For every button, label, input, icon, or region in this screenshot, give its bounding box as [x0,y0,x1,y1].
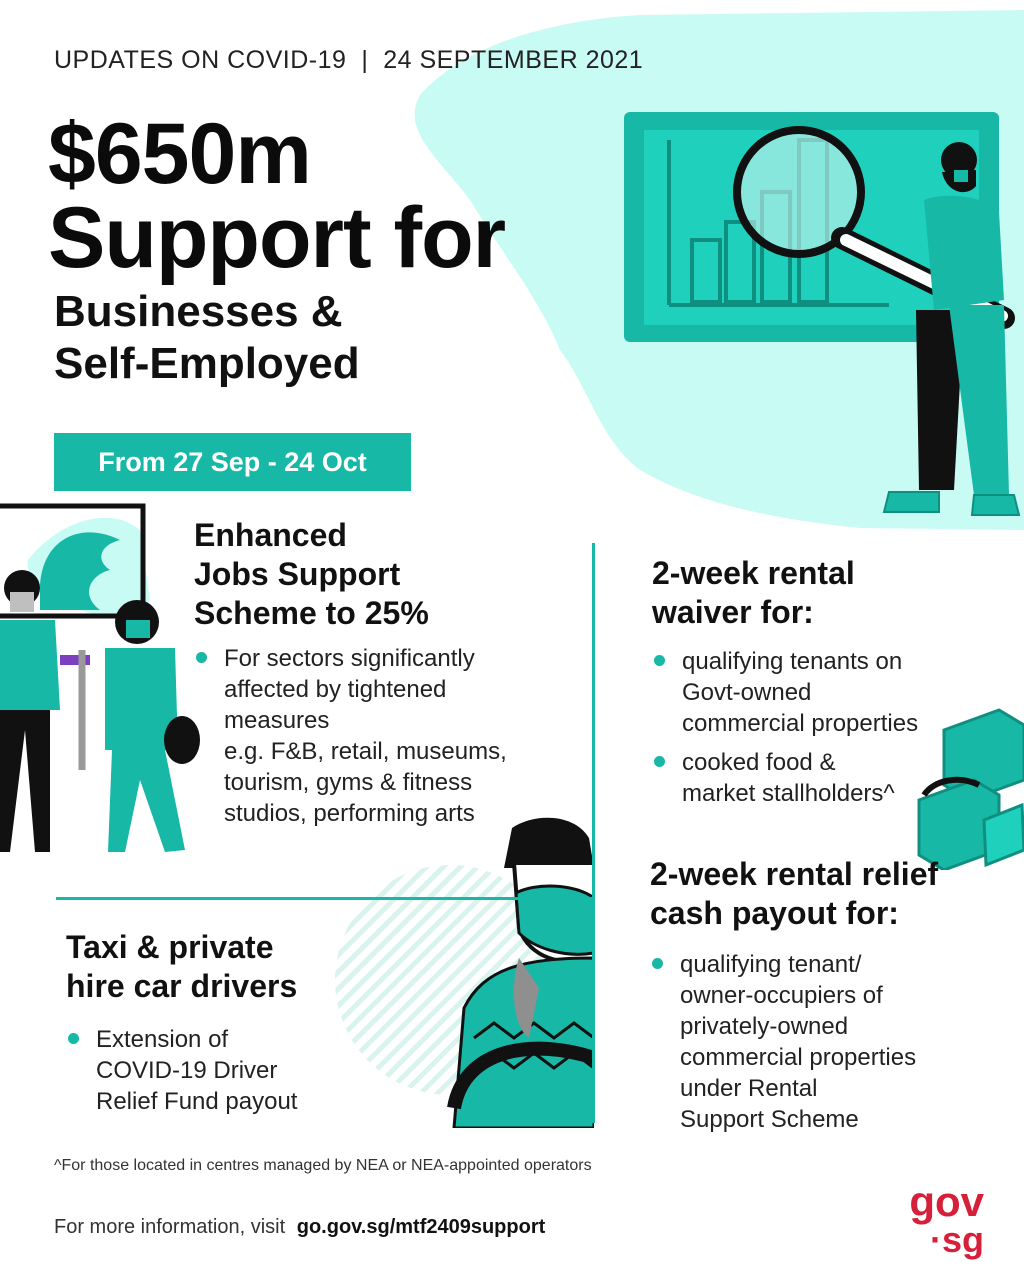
bullet-dot [654,756,665,767]
list-item: For sectors significantly affected by ti… [194,643,589,829]
taxi-section: Taxi & private hire car drivers Extensio… [66,928,366,1125]
logo-gov: gov [909,1178,984,1225]
subtitle-line1: Businesses & [54,287,343,336]
bullet-text: Extension of COVID-19 Driver Relief Fund… [96,1026,298,1115]
horizontal-divider [56,897,594,900]
jobs-support-bullets: For sectors significantly affected by ti… [194,643,589,829]
list-item: qualifying tenants on Govt-owned commerc… [652,646,972,739]
footnote: ^For those located in centres managed by… [54,1157,592,1174]
rental-relief-section: 2-week rental relief cash payout for: qu… [650,855,990,1143]
bullet-dot [68,1033,79,1044]
list-item: Extension of COVID-19 Driver Relief Fund… [66,1024,366,1117]
list-item: cooked food & market stallholders^ [652,747,972,809]
rental-waiver-section: 2-week rental waiver for: qualifying ten… [652,554,972,817]
rental-waiver-heading: 2-week rental waiver for: [652,555,855,630]
vertical-divider [592,543,595,1123]
bullet-dot [652,958,663,969]
jobs-support-heading: Enhanced Jobs Support Scheme to 25% [194,517,429,631]
update-kicker: UPDATES ON COVID-19 | 24 SEPTEMBER 2021 [54,46,644,74]
subtitle: Businesses & Self-Employed [54,286,360,390]
more-info-link[interactable]: go.gov.sg/mtf2409support [296,1216,546,1238]
logo-sg: ·sg [930,1219,984,1260]
date-range-badge: From 27 Sep - 24 Oct [54,433,411,491]
magnifier-icon [733,126,865,258]
bullet-dot [654,655,665,666]
crates-illustration [917,708,1024,870]
title-support-for: Support for [48,190,506,286]
bullet-text: qualifying tenant/ owner-occupiers of pr… [680,951,917,1133]
list-item: qualifying tenant/ owner-occupiers of pr… [650,949,990,1135]
more-info: For more information, visit go.gov.sg/mt… [54,1216,545,1239]
more-info-label: For more information, visit [54,1216,286,1238]
gov-sg-logo: gov ·sg [894,1178,984,1262]
bullet-text: cooked food & market stallholders^ [682,749,895,807]
bullet-dot [196,652,207,663]
people-illustration [0,503,200,852]
analytics-illustration [624,112,1021,516]
rental-relief-heading: 2-week rental relief cash payout for: [650,856,939,931]
title-amount: $650m [48,106,312,202]
main-title: $650m Support for [48,106,506,286]
wave-frame [0,503,146,619]
bullet-text: qualifying tenants on Govt-owned commerc… [682,648,919,737]
taxi-driver-illustration [447,817,594,1128]
subtitle-line2: Self-Employed [54,339,360,388]
taxi-heading: Taxi & private hire car drivers [66,929,298,1004]
rental-waiver-bullets: qualifying tenants on Govt-owned commerc… [652,646,972,809]
taxi-bullets: Extension of COVID-19 Driver Relief Fund… [66,1024,366,1117]
bullet-text: For sectors significantly affected by ti… [224,645,507,827]
rental-relief-bullets: qualifying tenant/ owner-occupiers of pr… [650,949,990,1135]
jobs-support-section: Enhanced Jobs Support Scheme to 25% For … [194,516,589,837]
